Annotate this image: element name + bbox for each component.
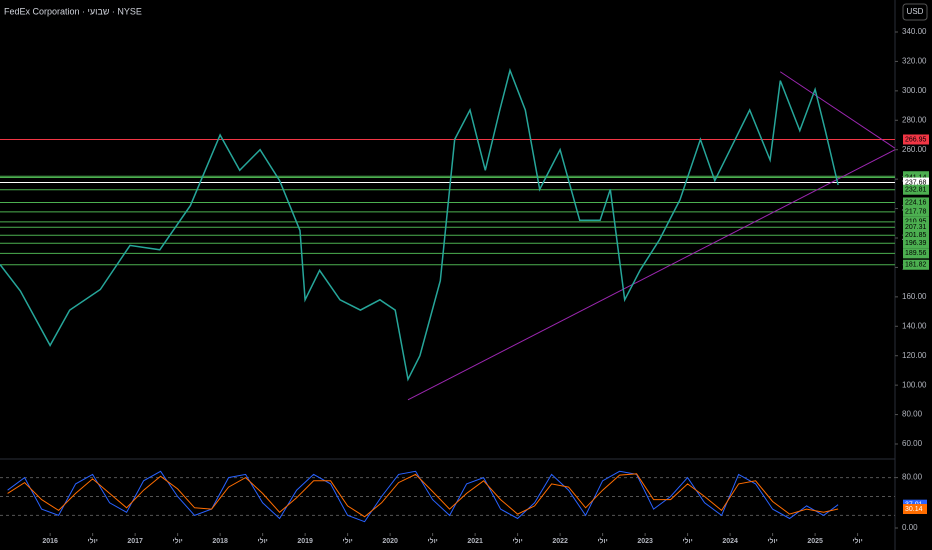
x-tick-label: 2024 [722, 538, 738, 545]
oscillator-line [7, 470, 839, 523]
level-label: 189.56 [905, 250, 927, 257]
x-tick-label: 2017 [127, 538, 143, 545]
level-label: 207.31 [905, 224, 927, 231]
trendline [407, 149, 896, 401]
x-tick-label: יולי [172, 537, 182, 545]
x-tick-label: יולי [512, 537, 522, 545]
x-tick-label: 2025 [807, 538, 823, 545]
x-tick-label: יולי [852, 537, 862, 545]
level-label: 266.95 [905, 136, 927, 143]
y-tick-label: 320.00 [902, 57, 927, 66]
x-tick-label: יולי [342, 537, 352, 545]
x-tick-label: 2021 [467, 538, 483, 545]
level-label-box [903, 216, 929, 227]
level-label-box [903, 177, 929, 188]
level-label-box [903, 172, 929, 183]
oscillator-tick-label: 0.00 [902, 523, 918, 532]
currency[interactable]: USD [907, 7, 924, 16]
x-tick-label: 2023 [637, 538, 653, 545]
y-tick-label: 300.00 [902, 86, 927, 95]
level-label-box [903, 230, 929, 241]
price-line [0, 67, 839, 382]
currency-button[interactable] [902, 3, 928, 21]
y-tick-label: 60.00 [902, 439, 923, 448]
level-label-box [903, 184, 929, 195]
oscillator-tick-label: 80.00 [902, 473, 923, 482]
level-label-box [903, 259, 929, 270]
oscillator-label-box [903, 504, 927, 515]
oscillator-last-label: 30.14 [905, 506, 923, 513]
level-label: 196.39 [905, 240, 927, 247]
level-label: 217.78 [905, 209, 927, 216]
level-label: 181.82 [905, 262, 927, 269]
y-tick-label: 160.00 [902, 292, 927, 301]
x-tick-label: יולי [257, 537, 267, 545]
level-label-box [903, 197, 929, 208]
y-tick-label: 140.00 [902, 321, 927, 330]
y-tick-label: 100.00 [902, 380, 927, 389]
oscillator-line [7, 473, 839, 518]
x-tick-label: 2018 [212, 538, 228, 545]
x-tick-label: 2016 [42, 538, 58, 545]
y-tick-label: 260.00 [902, 145, 927, 154]
level-label: 201.85 [905, 232, 927, 239]
x-tick-label: יולי [87, 537, 97, 545]
level-label-box [903, 238, 929, 249]
x-tick-label: 2019 [297, 538, 313, 545]
x-tick-label: יולי [767, 537, 777, 545]
level-label-box [903, 134, 929, 145]
x-tick-label: יולי [427, 537, 437, 545]
x-tick-label: יולי [597, 537, 607, 545]
level-label: 232.81 [905, 187, 927, 194]
chart-title: FedEx Corporation · שבועי · NYSE [4, 6, 142, 16]
x-tick-label: יולי [682, 537, 692, 545]
x-tick-label: 2022 [552, 538, 568, 545]
level-label-box [903, 222, 929, 233]
y-tick-label: 280.00 [902, 115, 927, 124]
y-tick-label: 80.00 [902, 410, 923, 419]
level-label: 210.95 [905, 219, 927, 226]
trendline [779, 71, 896, 149]
level-label: 237.68 [905, 179, 927, 186]
y-tick-label: 340.00 [902, 27, 927, 36]
y-tick-label: 120.00 [902, 351, 927, 360]
x-tick-label: 2020 [382, 538, 398, 545]
level-label-box [903, 248, 929, 259]
level-label: 224.16 [905, 199, 927, 206]
level-label-box [903, 206, 929, 217]
